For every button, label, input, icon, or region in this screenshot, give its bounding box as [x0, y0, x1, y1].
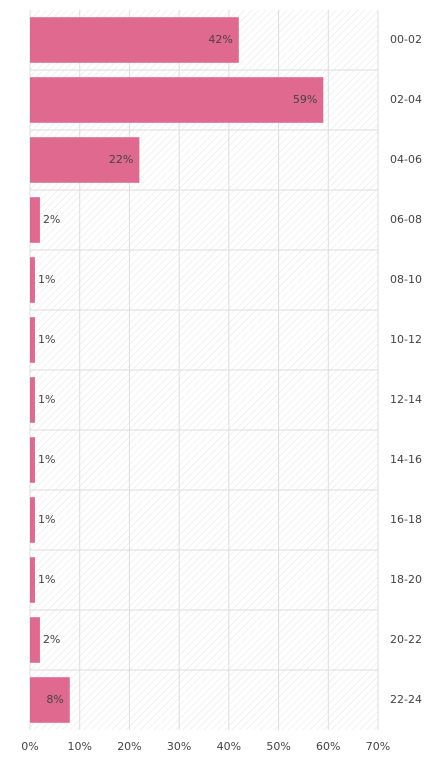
data-label: 1%: [38, 273, 55, 286]
bar: [30, 557, 35, 603]
bar: [30, 437, 35, 483]
y-tick-label: 02-04: [390, 93, 422, 106]
bar: [30, 677, 70, 723]
x-tick-label: 70%: [366, 740, 390, 753]
x-tick-label: 60%: [316, 740, 340, 753]
x-tick-label: 50%: [266, 740, 290, 753]
data-label: 1%: [38, 573, 55, 586]
data-label: 1%: [38, 513, 55, 526]
bar: [30, 617, 40, 663]
data-label: 42%: [208, 33, 232, 46]
y-tick-label: 18-20: [390, 573, 422, 586]
y-tick-label: 20-22: [390, 633, 422, 646]
bar: [30, 497, 35, 543]
bar: [30, 137, 140, 183]
x-tick-label: 30%: [167, 740, 191, 753]
y-tick-label: 10-12: [390, 333, 422, 346]
bar: [30, 197, 40, 243]
bar: [30, 377, 35, 423]
x-tick-label: 10%: [67, 740, 91, 753]
y-tick-label: 22-24: [390, 693, 422, 706]
data-label: 2%: [43, 213, 60, 226]
y-tick-label: 14-16: [390, 453, 422, 466]
y-tick-label: 04-06: [390, 153, 422, 166]
x-tick-label: 0%: [21, 740, 38, 753]
x-tick-label: 20%: [117, 740, 141, 753]
data-label: 1%: [38, 333, 55, 346]
y-tick-label: 00-02: [390, 33, 422, 46]
data-label: 1%: [38, 393, 55, 406]
y-tick-label: 06-08: [390, 213, 422, 226]
y-tick-label: 12-14: [390, 393, 422, 406]
data-label: 2%: [43, 633, 60, 646]
bar: [30, 17, 239, 63]
data-label: 59%: [293, 93, 317, 106]
data-label: 1%: [38, 453, 55, 466]
bar: [30, 77, 324, 123]
y-tick-label: 16-18: [390, 513, 422, 526]
x-tick-label: 40%: [217, 740, 241, 753]
bar: [30, 257, 35, 303]
bar: [30, 317, 35, 363]
data-label: 8%: [46, 693, 63, 706]
y-tick-label: 08-10: [390, 273, 422, 286]
data-label: 22%: [109, 153, 133, 166]
